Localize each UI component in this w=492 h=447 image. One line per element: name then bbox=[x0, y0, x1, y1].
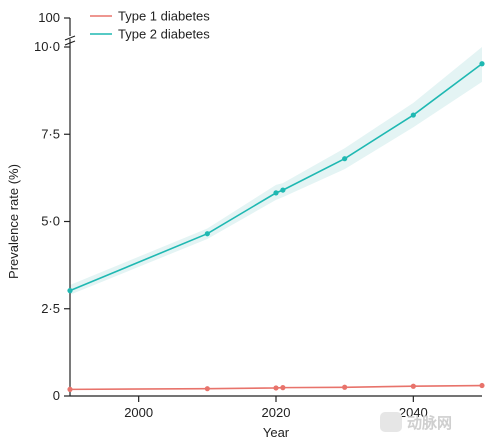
watermark-text: 动脉网 bbox=[407, 414, 452, 432]
confidence-band-2 bbox=[70, 47, 482, 295]
data-point bbox=[410, 112, 416, 118]
y-tick-label-100: 100 bbox=[38, 10, 60, 25]
data-point bbox=[342, 384, 348, 390]
data-point bbox=[273, 385, 279, 391]
data-point bbox=[67, 288, 73, 294]
axes: 100 0 2·5 5·0 7·5 10·0 2000 2020 2040 bbox=[34, 10, 482, 420]
x-tick-label: 2020 bbox=[262, 405, 291, 420]
series-group bbox=[67, 61, 485, 392]
x-tick-label: 2040 bbox=[399, 405, 428, 420]
y-tick-label: 5·0 bbox=[41, 214, 60, 229]
y-axis-break-mark bbox=[64, 35, 76, 41]
y-tick-label: 2·5 bbox=[41, 301, 60, 316]
legend-label-1: Type 1 diabetes bbox=[118, 9, 210, 24]
confidence-bands bbox=[70, 47, 482, 390]
watermark: 动脉网 bbox=[380, 412, 452, 432]
data-point bbox=[342, 156, 348, 162]
data-point bbox=[273, 190, 279, 196]
data-point bbox=[479, 382, 485, 389]
data-point bbox=[67, 386, 73, 392]
y-tick-label: 7·5 bbox=[41, 126, 60, 141]
watermark-logo-icon bbox=[380, 412, 402, 432]
data-point bbox=[280, 385, 286, 391]
legend: Type 1 diabetes Type 2 diabetes bbox=[90, 9, 210, 42]
data-point bbox=[410, 383, 416, 389]
y-axis-label: Prevalence rate (%) bbox=[6, 164, 21, 279]
x-axis-label: Year bbox=[263, 425, 290, 440]
data-point bbox=[479, 61, 485, 67]
data-point bbox=[280, 187, 286, 193]
data-point bbox=[204, 386, 210, 392]
x-tick-label: 2000 bbox=[124, 405, 153, 420]
y-tick-label: 0 bbox=[53, 388, 60, 403]
legend-label-2: Type 2 diabetes bbox=[118, 27, 210, 42]
y-axis-break-mark bbox=[64, 40, 76, 46]
data-point bbox=[204, 231, 210, 237]
y-tick-label: 10·0 bbox=[34, 39, 60, 54]
